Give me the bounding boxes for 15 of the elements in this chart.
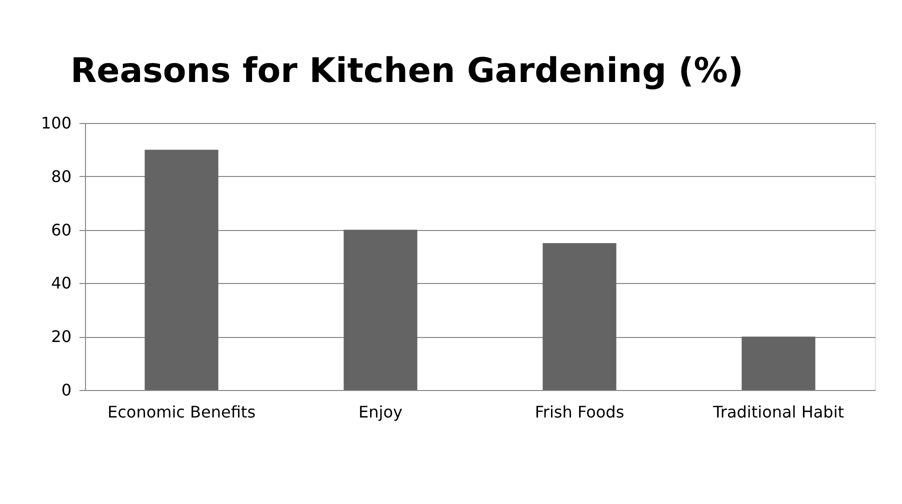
y-tick-label: 60 (51, 220, 72, 240)
chart-title: Reasons for Kitchen Gardening (%) (70, 51, 744, 91)
y-tick-label: 80 (51, 166, 72, 186)
x-tick-label: Enjoy (358, 402, 402, 422)
x-tick-label: Economic Benefits (107, 402, 256, 422)
bar (742, 336, 816, 390)
y-tick-label: 20 (51, 327, 72, 346)
bar (144, 150, 218, 390)
bar (344, 230, 418, 390)
x-tick-label: Frish Foods (534, 402, 624, 422)
y-tick-label: 40 (51, 274, 72, 293)
y-tick-label: 100 (40, 114, 72, 132)
x-tick-label: Traditional Habit (712, 402, 844, 422)
y-tick-label: 0 (61, 380, 72, 400)
bar (542, 243, 616, 390)
